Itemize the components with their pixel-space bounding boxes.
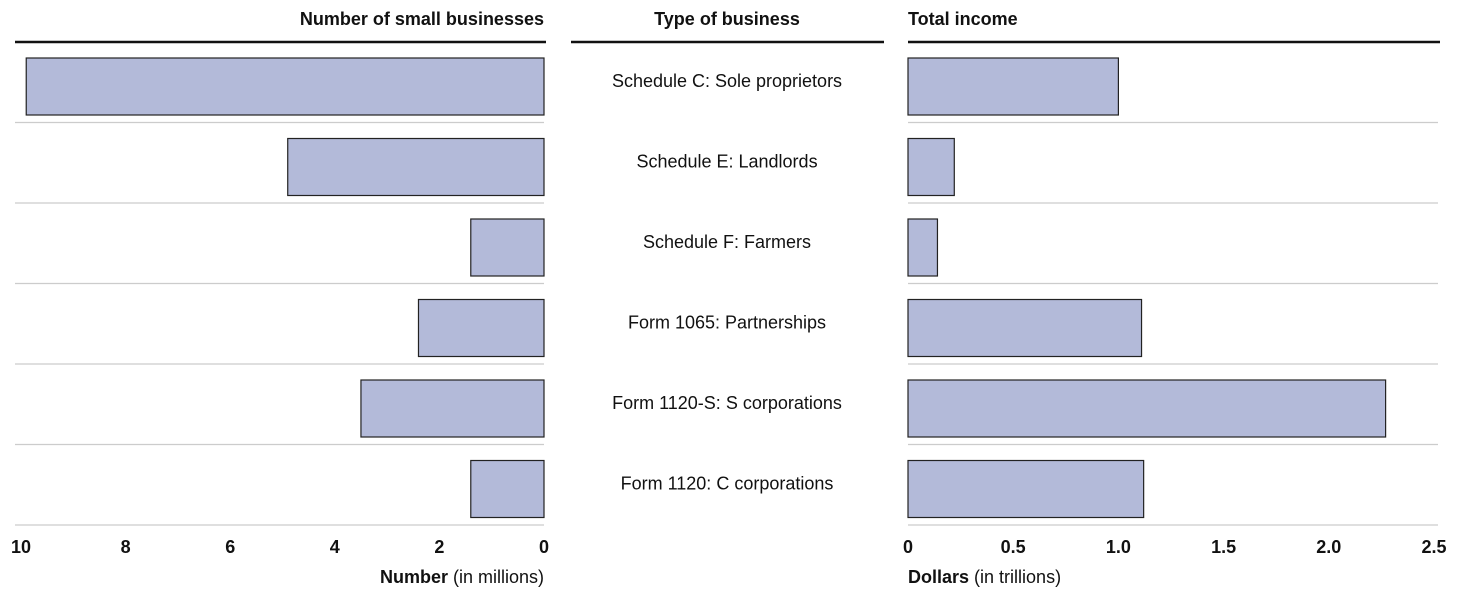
category-label: Form 1120-S: S corporations [612,393,842,413]
bar [470,218,545,277]
x-tick-label: 2.5 [1421,537,1446,557]
x-axis-label-unit: (in trillions) [974,567,1061,587]
bar [287,137,545,197]
x-tick-label: 0.5 [1001,537,1026,557]
bar [360,379,545,438]
bar [417,298,545,358]
x-axis-label-name: Number [380,567,448,587]
bar [470,459,545,519]
x-axis-label: Number (in millions) [380,567,544,587]
x-tick-label: 2 [434,537,444,557]
panel-title: Total income [908,9,1018,29]
x-tick-label: 0 [539,537,549,557]
x-tick-label: 1.0 [1106,537,1131,557]
bar [907,218,939,277]
x-tick-label: 4 [330,537,340,557]
category-label: Form 1065: Partnerships [628,313,826,333]
x-axis-label: Dollars (in trillions) [908,567,1061,587]
x-tick-label: 6 [225,537,235,557]
panel-title: Number of small businesses [300,9,544,29]
x-tick-label: 1.5 [1211,537,1236,557]
category-label: Schedule F: Farmers [643,232,811,252]
x-tick-label: 10 [11,537,31,557]
category-label: Schedule C: Sole proprietors [612,71,842,91]
category-title: Type of business [654,9,800,29]
bar [907,298,1143,358]
bar [907,379,1387,438]
category-label: Schedule E: Landlords [636,152,817,172]
bar [907,137,955,197]
category-label: Form 1120: C corporations [621,474,834,494]
x-tick-label: 8 [121,537,131,557]
bar [25,57,545,116]
x-tick-label: 0 [903,537,913,557]
bar [907,459,1145,519]
x-tick-label: 2.0 [1316,537,1341,557]
bar [907,57,1119,116]
x-axis-label-name: Dollars [908,567,969,587]
x-axis-label-unit: (in millions) [453,567,544,587]
